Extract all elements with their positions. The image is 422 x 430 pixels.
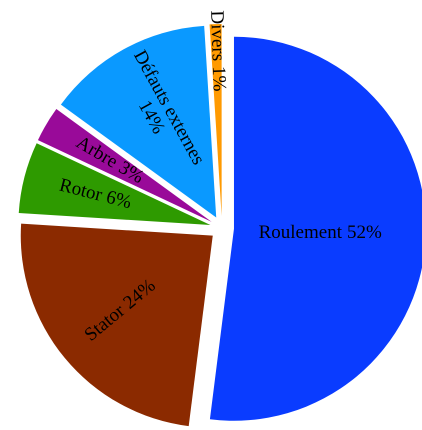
slice-label: Divers 1%: [206, 10, 230, 92]
pie-slice: [18, 143, 211, 226]
pie-slice: [37, 109, 212, 222]
slice-value-label: 1%: [208, 66, 230, 92]
slice-category: Divers: [206, 10, 229, 61]
pie-slice: [20, 223, 213, 427]
pie-slice: [209, 24, 222, 217]
slice-value-label: 52%: [347, 223, 382, 244]
slice-label: Roulement 52%: [259, 223, 382, 244]
pie-slice: [60, 25, 217, 218]
slice-category: Roulement: [259, 223, 343, 244]
pie-slice: [209, 36, 422, 421]
